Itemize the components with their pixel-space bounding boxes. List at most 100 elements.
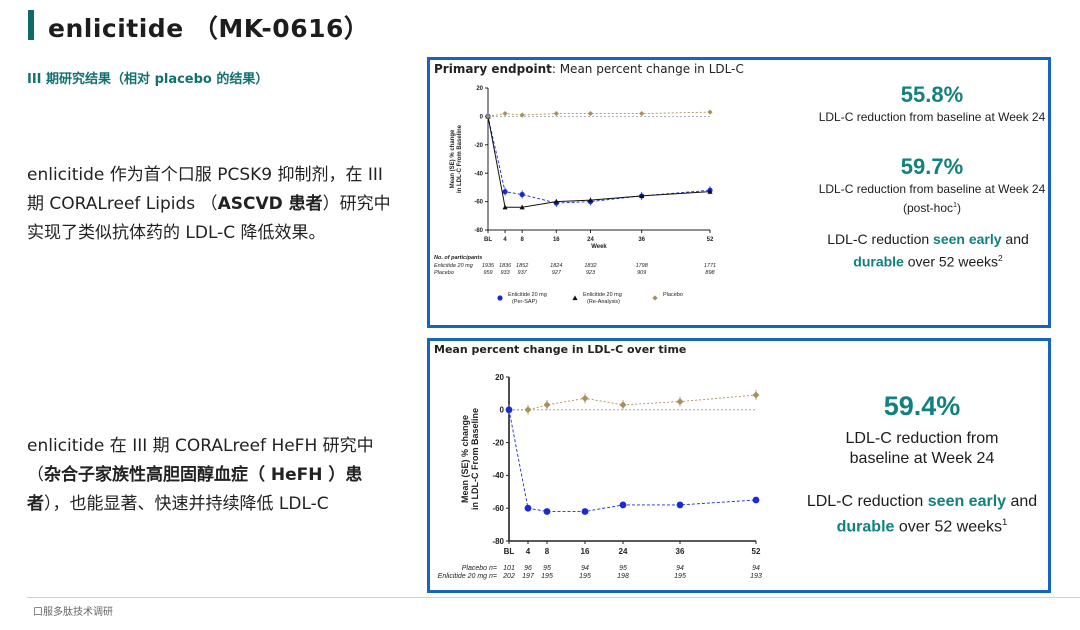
participants-value: 1832 <box>584 263 596 269</box>
count-value: 94 <box>752 565 760 572</box>
panel1-stat1-value: 55.8% <box>900 82 964 107</box>
participants-value: 923 <box>586 270 596 276</box>
page-title: enlicitide （MK-0616） <box>48 14 370 43</box>
data-point <box>707 189 713 194</box>
data-point <box>485 113 491 119</box>
x-tick-label: 52 <box>752 547 761 556</box>
panel1-stat3-post: over 52 weeks <box>903 253 999 270</box>
data-point <box>553 110 559 117</box>
x-tick-label: 4 <box>526 547 531 556</box>
participants-value: 927 <box>552 270 562 276</box>
participants-value: 933 <box>500 270 510 276</box>
panel1-stat2-close: ) <box>957 201 962 215</box>
y-tick-label: 0 <box>500 406 505 415</box>
panel1-stat2-text-main: LDL-C reduction from baseline at Week 24… <box>818 182 1046 215</box>
panel2-stat2-hl2: durable <box>836 518 895 536</box>
panel1-stat3-hl1: seen early <box>933 231 1002 247</box>
data-point <box>524 406 532 414</box>
y-tick-label: -40 <box>492 471 504 480</box>
y-tick-label: 0 <box>480 115 484 121</box>
x-tick-label: 52 <box>707 237 714 243</box>
count-value: 197 <box>522 573 535 580</box>
count-value: 95 <box>619 565 627 572</box>
data-point <box>676 501 684 509</box>
panel2-stat1-value: 59.4% <box>883 391 961 421</box>
panel1-stat2-text: LDL-C reduction from baseline at Week 24… <box>810 182 1054 216</box>
y-tick-label: -60 <box>474 200 483 206</box>
x-tick-label: 36 <box>676 547 685 556</box>
para2-text-post: ），也能显著、快速并持续降低 LDL-C <box>44 494 329 514</box>
data-point <box>553 199 559 204</box>
panel2-stat2-mid: and <box>1006 493 1038 510</box>
x-tick-label: BL <box>504 547 515 556</box>
panel2-stat2-post: over 52 weeks <box>894 518 1003 536</box>
panel2-stat2-text: LDL-C reduction seen early and durable o… <box>804 491 1040 537</box>
x-tick-label: BL <box>484 237 492 243</box>
x-tick-label: 16 <box>581 547 590 556</box>
legend-marker <box>497 295 503 301</box>
legend-label: Placebo <box>663 292 683 298</box>
panel2-stat2-sup: 1 <box>1002 517 1008 528</box>
data-point <box>543 508 551 515</box>
hefh-panel: Mean percent change in LDL-C over time 2… <box>427 338 1051 593</box>
legend-marker <box>572 295 578 301</box>
participants-value: 909 <box>637 270 646 276</box>
participants-value: 1771 <box>704 263 716 269</box>
data-point <box>524 504 532 512</box>
y-axis-label-line2: in LDL-C From Baseline <box>470 408 480 510</box>
data-point <box>639 110 645 117</box>
count-value: 95 <box>543 565 551 572</box>
panel1-stat3-hl2: durable <box>853 253 904 270</box>
para1-text-bold: ASCVD 患者 <box>217 194 323 214</box>
data-point <box>587 197 594 203</box>
legend-label: Enlicitide 20 mg <box>508 292 547 298</box>
participants-value: 937 <box>518 270 528 276</box>
panel2-stat2-hl1: seen early <box>927 493 1007 510</box>
count-value: 94 <box>581 565 589 572</box>
panel1-title-bold: Primary endpoint <box>434 62 552 76</box>
participants-row-label: Enlicitide 20 mg <box>434 263 474 269</box>
count-value: 195 <box>674 573 686 580</box>
participants-value: 1836 <box>499 263 512 269</box>
y-tick-label: 20 <box>495 373 504 382</box>
para2-text-bold: 杂合子家族性高胆固醇血症（ HeFH ）患者 <box>27 465 363 514</box>
participants-value: 1935 <box>482 263 495 269</box>
footer-label: 口服多肽技术调研 <box>33 607 113 618</box>
panel1-stat1-text: LDL-C reduction from baseline at Week 24 <box>818 110 1046 124</box>
y-tick-label: -20 <box>474 143 483 149</box>
participants-value: 1824 <box>550 263 562 269</box>
count-value: 202 <box>502 573 515 580</box>
x-tick-label: 4 <box>503 237 507 243</box>
data-point <box>502 110 508 117</box>
para2-text-pre: enlicitide 在 III 期 CORALreef HeFH 研究中（ <box>27 436 374 485</box>
participants-value: 959 <box>483 270 492 276</box>
data-point <box>707 109 713 115</box>
legend-label: Enlicitide 20 mg <box>583 292 622 298</box>
y-axis-label-line1: Mean (SE) % change <box>460 415 470 503</box>
data-point <box>519 191 525 198</box>
participants-row-label: Placebo <box>434 270 454 276</box>
y-tick-label: 20 <box>476 86 483 92</box>
data-point <box>543 401 551 409</box>
panel2-stat2-pre: LDL-C reduction <box>806 493 928 510</box>
page-subtitle: III 期研究结果（相对 placebo 的结果） <box>27 72 269 87</box>
data-point <box>502 204 508 210</box>
panel1-stat3-pre: LDL-C reduction <box>827 231 934 247</box>
panel1-stat2-sup: 1 <box>953 200 958 209</box>
title-accent-bar <box>28 10 34 40</box>
data-point <box>752 496 760 504</box>
count-value: 198 <box>617 573 629 580</box>
panel2-stat1-text: LDL-C reduction from baseline at Week 24 <box>845 430 999 467</box>
x-tick-label: 24 <box>587 237 594 243</box>
data-point <box>676 398 684 406</box>
y-axis-label-line2: in LDL-C From Baseline <box>457 124 463 193</box>
participants-value: 1798 <box>636 263 649 269</box>
legend-sublabel: (Per-SAP) <box>512 299 537 305</box>
panel1-stat3-mid: and <box>1001 231 1029 247</box>
y-tick-label: -80 <box>492 537 504 546</box>
panel1-title: Primary endpoint: Mean percent change in… <box>434 62 744 76</box>
panel1-stat2-value: 59.7% <box>900 154 964 179</box>
x-tick-label: 36 <box>638 237 645 243</box>
count-row-label: Placebo n= <box>462 565 497 572</box>
